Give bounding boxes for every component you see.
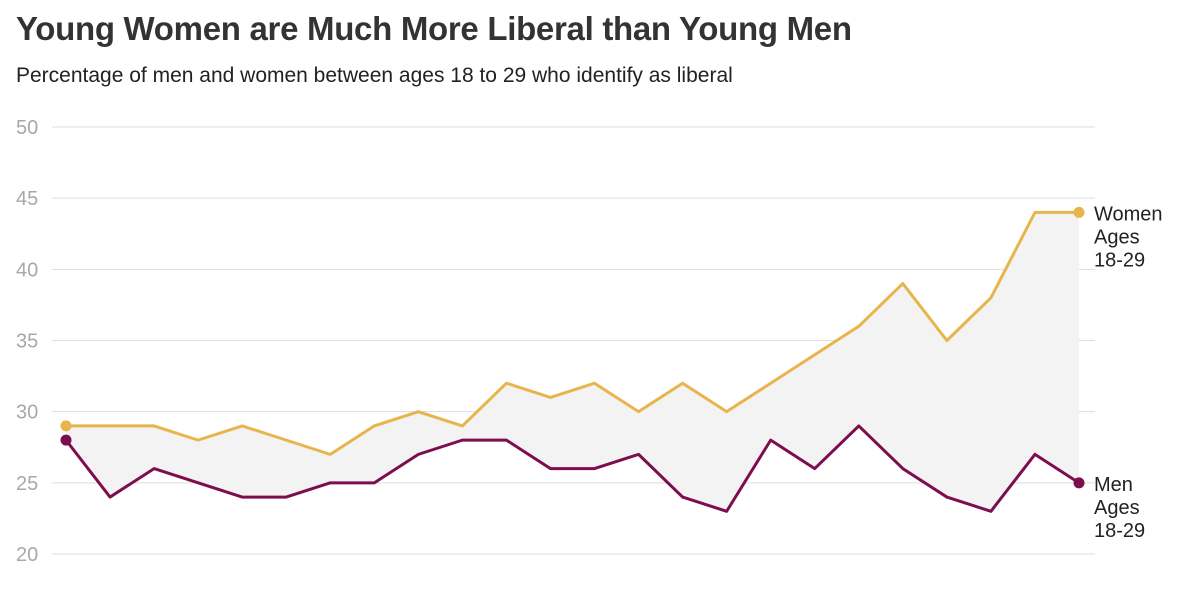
series-lines <box>60 206 1085 513</box>
y-tick-label: 50 <box>16 117 38 139</box>
series-label-women-ages-18-29: Women <box>1094 203 1163 225</box>
series-label-women-ages-18-29: 18-29 <box>1094 249 1145 271</box>
area-between-series <box>66 212 1079 512</box>
y-tick-label: 20 <box>16 544 38 566</box>
data-point-women-ages-18-29 <box>1073 206 1085 218</box>
series-label-men-ages-18-29: 18-29 <box>1094 520 1145 542</box>
series-label-men-ages-18-29: Men <box>1094 474 1133 496</box>
data-point-men-ages-18-29 <box>60 434 72 446</box>
y-tick-label: 40 <box>16 259 38 281</box>
y-tick-label: 25 <box>16 473 38 495</box>
y-tick-label: 35 <box>16 331 38 353</box>
series-line-women-ages-18-29 <box>64 210 1081 456</box>
y-tick-label: 30 <box>16 402 38 424</box>
series-line-men-ages-18-29 <box>64 424 1081 513</box>
chart-subtitle: Percentage of men and women between ages… <box>16 64 733 87</box>
y-tick-label: 45 <box>16 188 38 210</box>
data-point-women-ages-18-29 <box>60 420 72 432</box>
series-label-men-ages-18-29: Ages <box>1094 497 1140 519</box>
series-label-women-ages-18-29: Ages <box>1094 226 1140 248</box>
data-point-men-ages-18-29 <box>1073 477 1085 489</box>
area-between-series <box>66 212 1079 512</box>
chart-title: Young Women are Much More Liberal than Y… <box>16 10 852 47</box>
